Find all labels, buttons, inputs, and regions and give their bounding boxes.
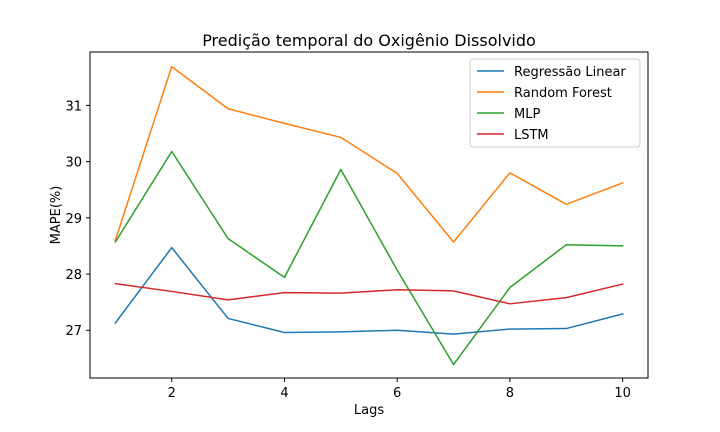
y-tick-label: 27 xyxy=(65,324,82,339)
legend-label: MLP xyxy=(514,107,540,122)
series-lines xyxy=(114,65,624,366)
y-tick-label: 28 xyxy=(65,268,82,283)
x-tick-label: 6 xyxy=(393,386,401,401)
plot-frame xyxy=(89,51,649,379)
y-axis: 27 28 29 30 31 xyxy=(65,99,90,339)
series-line-2 xyxy=(114,150,624,366)
series-line-1 xyxy=(114,65,624,243)
chart-title: Predição temporal do Oxigênio Dissolvido xyxy=(202,31,536,50)
y-axis-label: MAPE(%) xyxy=(49,186,64,245)
x-axis: 2 4 6 8 10 xyxy=(168,378,631,401)
x-axis-label: Lags xyxy=(354,403,384,418)
x-tick-label: 2 xyxy=(168,386,176,401)
x-tick-label: 10 xyxy=(614,386,631,401)
legend-label: Random Forest xyxy=(514,86,612,101)
series-line-3 xyxy=(114,282,624,305)
y-tick-label: 31 xyxy=(65,99,82,114)
x-tick-label: 8 xyxy=(506,386,514,401)
legend-label: LSTM xyxy=(514,128,549,143)
legend-label: Regressão Linear xyxy=(514,65,626,80)
x-tick-label: 4 xyxy=(280,386,288,401)
y-tick-label: 29 xyxy=(65,212,82,227)
legend-box xyxy=(469,58,641,148)
y-tick-label: 30 xyxy=(65,156,82,171)
legend: Regressão Linear Random Forest MLP LSTM xyxy=(469,58,641,148)
series-line-0 xyxy=(114,246,624,335)
